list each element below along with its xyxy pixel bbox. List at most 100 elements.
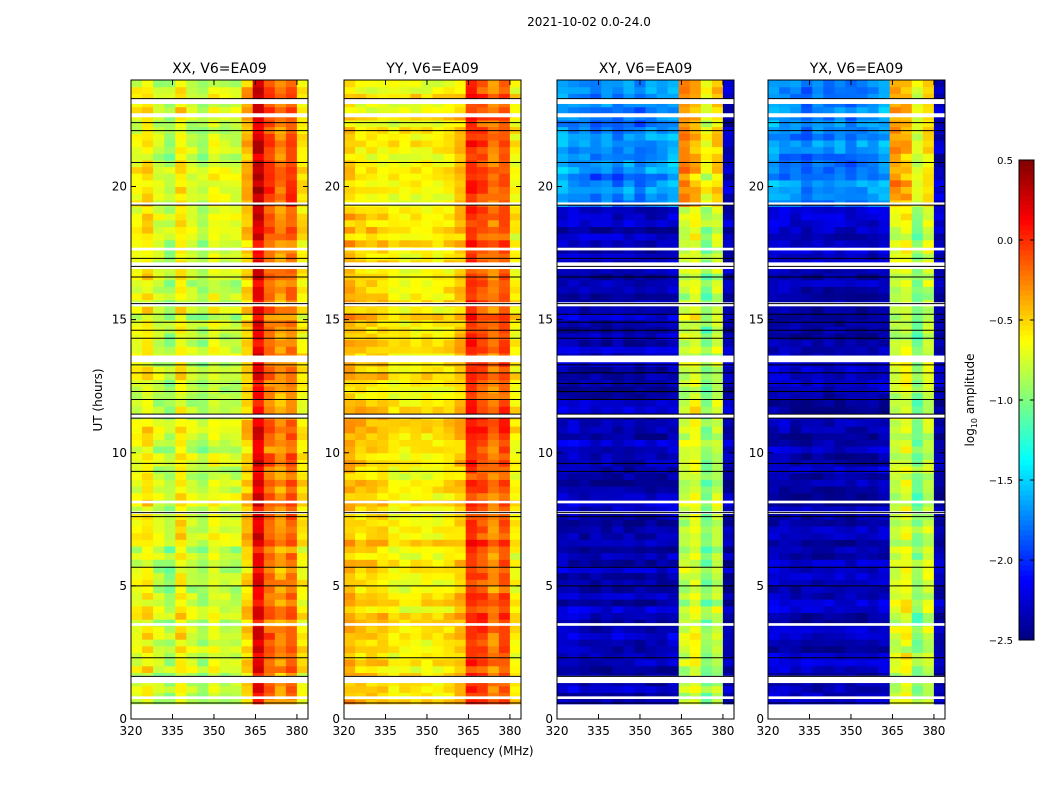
heatmap-cell <box>366 86 378 94</box>
heatmap-cell <box>153 419 165 427</box>
heatmap-cell <box>509 286 522 294</box>
heatmap-cell <box>296 452 309 460</box>
heatmap-cell <box>432 526 445 534</box>
heatmap-cell <box>443 293 456 301</box>
heatmap-cell <box>722 106 735 114</box>
heatmap-cell <box>296 193 309 201</box>
heatmap-cell <box>388 146 400 154</box>
heatmap-cell <box>410 386 422 394</box>
heatmap-cell <box>186 565 198 574</box>
heatmap-cell <box>230 186 243 194</box>
heatmap-cell <box>344 93 356 101</box>
heatmap-cell <box>421 559 433 567</box>
heatmap-cell <box>557 146 569 154</box>
heatmap-cell <box>421 219 433 227</box>
heatmap-cell <box>623 545 635 554</box>
heatmap-cell <box>296 639 309 647</box>
heatmap-cell <box>711 239 724 247</box>
heatmap-cell <box>454 419 467 427</box>
heatmap-cell <box>634 652 646 660</box>
heatmap-cell <box>399 639 411 647</box>
heatmap-cell <box>230 286 243 294</box>
heatmap-cell <box>197 86 209 94</box>
heatmap-cell <box>722 625 735 633</box>
heatmap-cell <box>579 406 591 414</box>
heatmap-cell <box>366 206 378 214</box>
heatmap-cell <box>274 632 287 640</box>
heatmap-cell <box>568 572 580 580</box>
heatmap-cell <box>344 173 356 181</box>
heatmap-cell <box>344 253 356 261</box>
heatmap-cell <box>443 193 456 201</box>
heatmap-cell <box>711 419 724 427</box>
heatmap-cell <box>476 659 489 667</box>
heatmap-cell <box>557 80 569 88</box>
heatmap-cell <box>656 619 669 627</box>
heatmap-cell <box>476 526 489 534</box>
heatmap-cell <box>579 652 591 660</box>
heatmap-cell <box>296 313 309 321</box>
heatmap-cell <box>443 592 456 600</box>
heatmap-cell <box>568 559 580 567</box>
heatmap-cell <box>153 153 165 161</box>
heatmap-cell <box>568 579 580 587</box>
heatmap-cell <box>678 539 691 547</box>
heatmap-cell <box>700 479 713 487</box>
heatmap-cell <box>922 685 935 693</box>
heatmap-cell <box>355 585 367 594</box>
heatmap-cell <box>421 166 433 174</box>
heatmap-cell <box>142 585 154 594</box>
flagged-band <box>344 696 521 700</box>
heatmap-cell <box>432 133 445 141</box>
heatmap-cell <box>421 359 433 367</box>
heatmap-cell <box>601 332 613 341</box>
heatmap-cell <box>689 226 702 234</box>
heatmap-cell <box>186 665 198 673</box>
heatmap-cell <box>601 133 613 141</box>
heatmap-cell <box>889 692 902 700</box>
heatmap-cell <box>590 226 602 234</box>
heatmap-cell <box>590 319 602 327</box>
heatmap-cell <box>399 153 411 161</box>
heatmap-cell <box>366 472 378 480</box>
heatmap-cell <box>366 286 378 294</box>
heatmap-cell <box>410 372 422 381</box>
heatmap-cell <box>711 319 724 327</box>
heatmap-cell <box>568 359 580 367</box>
heatmap-cell <box>667 552 680 560</box>
heatmap-cell <box>355 233 367 241</box>
heatmap-cell <box>678 133 691 141</box>
heatmap-cell <box>601 119 613 128</box>
y-tick-label: 10 <box>325 446 340 460</box>
heatmap-cell <box>197 506 209 514</box>
heatmap-cell <box>568 479 580 487</box>
heatmap-cell <box>219 93 232 101</box>
heatmap-cell <box>933 652 946 660</box>
heatmap-cell <box>344 426 356 434</box>
heatmap-cell <box>476 399 489 407</box>
heatmap-cell <box>568 565 580 574</box>
heatmap-cell <box>722 386 735 394</box>
heatmap-cell <box>711 565 724 574</box>
flagged-band <box>131 696 308 700</box>
heatmap-cell <box>645 472 658 480</box>
heatmap-cell <box>678 392 691 400</box>
heatmap-cell <box>801 659 813 667</box>
heatmap-cell <box>667 266 680 274</box>
heatmap-cell <box>219 233 232 241</box>
heatmap-cell <box>197 146 209 154</box>
heatmap-cell <box>175 585 187 594</box>
heatmap-cell <box>498 406 511 414</box>
heatmap-cell <box>634 472 646 480</box>
heatmap-cell <box>186 286 198 294</box>
heatmap-cell <box>274 332 287 341</box>
heatmap-cell <box>186 332 198 341</box>
heatmap-cell <box>678 80 691 88</box>
heatmap-cell <box>421 526 433 534</box>
heatmap-cell <box>645 93 658 101</box>
heatmap-cell <box>645 159 658 168</box>
heatmap-cell <box>197 106 209 114</box>
heatmap-cell <box>131 266 143 274</box>
heatmap-cell <box>355 306 367 314</box>
heatmap-cell <box>355 406 367 414</box>
